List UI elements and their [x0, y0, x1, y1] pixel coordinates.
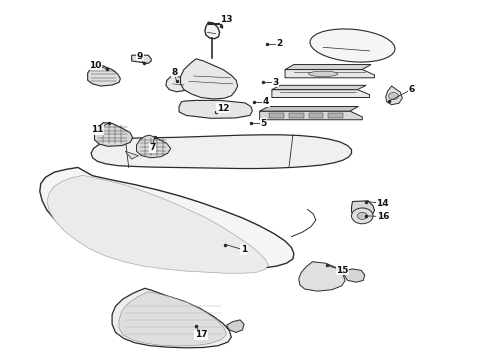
Polygon shape [180, 59, 238, 99]
Text: 17: 17 [195, 330, 207, 339]
Bar [309, 113, 323, 118]
Polygon shape [351, 201, 374, 216]
Text: 1: 1 [241, 246, 247, 255]
Polygon shape [285, 64, 371, 69]
Bar [328, 113, 343, 118]
Ellipse shape [309, 71, 338, 77]
Polygon shape [179, 100, 252, 118]
Circle shape [357, 212, 367, 220]
Polygon shape [386, 86, 402, 105]
Text: 8: 8 [171, 68, 177, 77]
Polygon shape [95, 123, 133, 146]
Polygon shape [205, 22, 220, 39]
Polygon shape [47, 176, 269, 273]
Text: 15: 15 [337, 266, 349, 275]
Polygon shape [166, 76, 189, 92]
Text: 3: 3 [272, 78, 278, 87]
Text: 6: 6 [408, 85, 414, 94]
Text: 14: 14 [376, 199, 389, 208]
Polygon shape [137, 135, 171, 158]
Text: 7: 7 [149, 143, 155, 152]
Bar [270, 113, 284, 118]
Polygon shape [91, 135, 351, 168]
Text: 5: 5 [260, 119, 266, 128]
Polygon shape [260, 111, 362, 120]
Text: 13: 13 [220, 15, 233, 24]
Text: 12: 12 [217, 104, 229, 113]
Text: 16: 16 [376, 212, 389, 221]
Polygon shape [226, 320, 244, 332]
Polygon shape [260, 107, 358, 111]
Circle shape [389, 93, 398, 100]
Text: 4: 4 [263, 97, 269, 106]
Ellipse shape [310, 29, 395, 62]
Polygon shape [342, 269, 365, 282]
Polygon shape [119, 292, 226, 346]
Text: 10: 10 [89, 61, 101, 70]
Polygon shape [285, 69, 374, 78]
Polygon shape [132, 55, 151, 63]
Polygon shape [112, 288, 231, 348]
Polygon shape [299, 262, 345, 291]
Polygon shape [88, 65, 121, 86]
Polygon shape [272, 90, 369, 98]
Text: 11: 11 [91, 125, 103, 134]
Circle shape [351, 208, 373, 224]
Polygon shape [125, 151, 139, 159]
Text: 9: 9 [137, 52, 143, 61]
Bar [289, 113, 304, 118]
Polygon shape [272, 85, 366, 90]
Polygon shape [40, 167, 294, 269]
Text: 2: 2 [276, 39, 282, 48]
